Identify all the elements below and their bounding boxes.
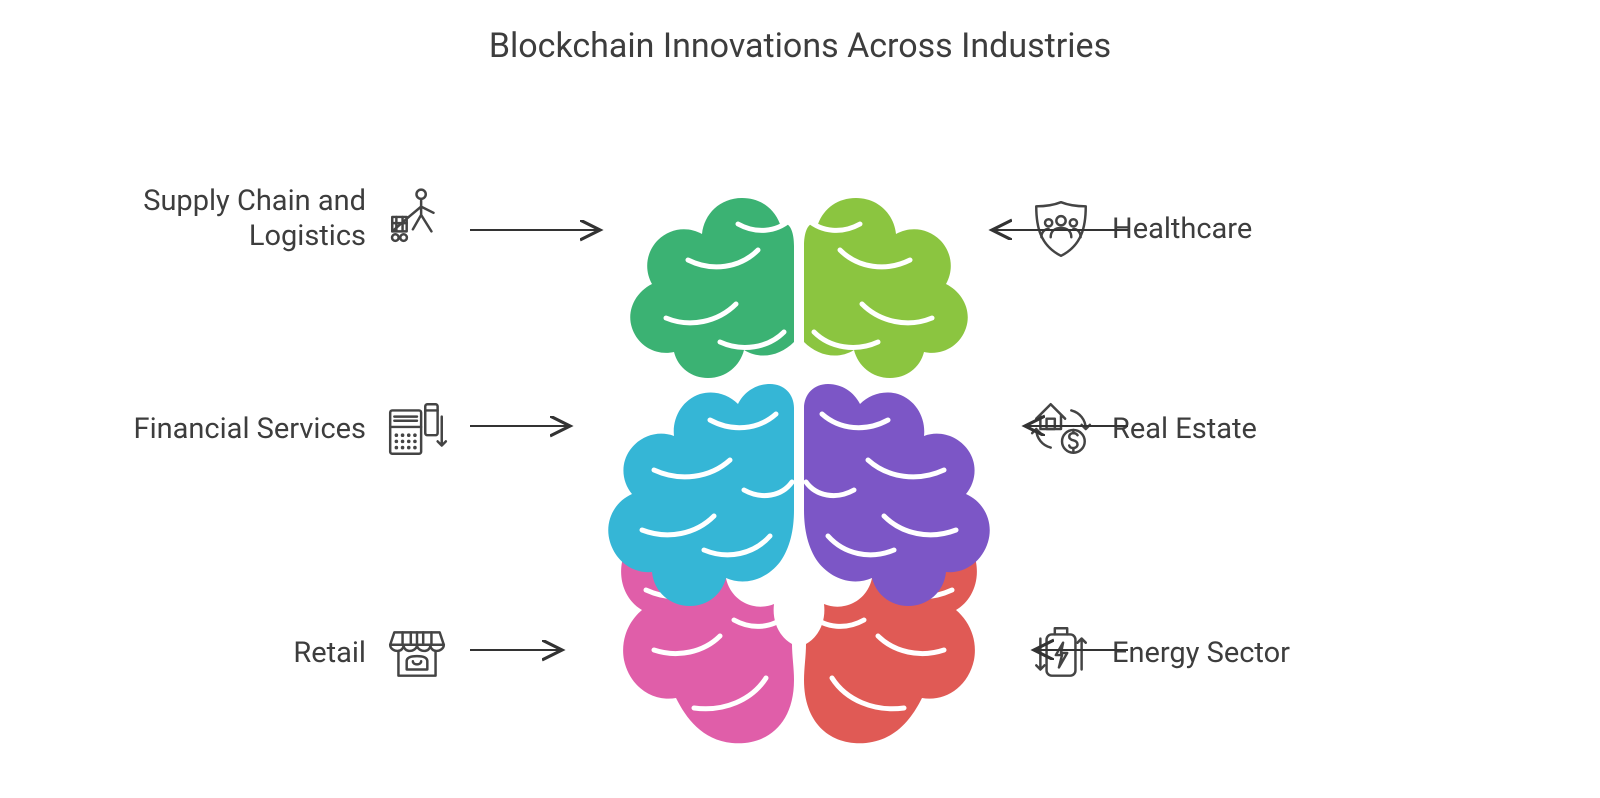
item-real-estate: Real Estate bbox=[1028, 396, 1428, 462]
label-energy-sector: Energy Sector bbox=[1112, 636, 1290, 671]
item-healthcare: Healthcare bbox=[1028, 196, 1428, 262]
label-financial-services: Financial Services bbox=[134, 412, 366, 447]
battery-bolt-cycle-icon bbox=[1028, 620, 1094, 686]
page-title: Blockchain Innovations Across Industries bbox=[0, 26, 1600, 66]
person-cart-icon bbox=[384, 186, 450, 252]
house-dollar-cycle-icon bbox=[1028, 396, 1094, 462]
brain-graphic bbox=[594, 150, 1004, 745]
label-real-estate: Real Estate bbox=[1112, 412, 1257, 447]
label-healthcare: Healthcare bbox=[1112, 212, 1252, 247]
shield-people-icon bbox=[1028, 196, 1094, 262]
lobe-top-right bbox=[804, 198, 968, 378]
calculator-card-icon bbox=[384, 396, 450, 462]
storefront-icon bbox=[384, 620, 450, 686]
item-financial-services: Financial Services bbox=[112, 396, 450, 462]
item-retail: Retail bbox=[240, 620, 450, 686]
lobe-top-left bbox=[630, 198, 794, 378]
label-retail: Retail bbox=[293, 636, 366, 671]
item-supply-chain: Supply Chain and Logistics bbox=[90, 184, 450, 254]
brain-midline bbox=[794, 196, 804, 744]
label-supply-chain: Supply Chain and Logistics bbox=[143, 184, 366, 254]
item-energy-sector: Energy Sector bbox=[1028, 620, 1448, 686]
